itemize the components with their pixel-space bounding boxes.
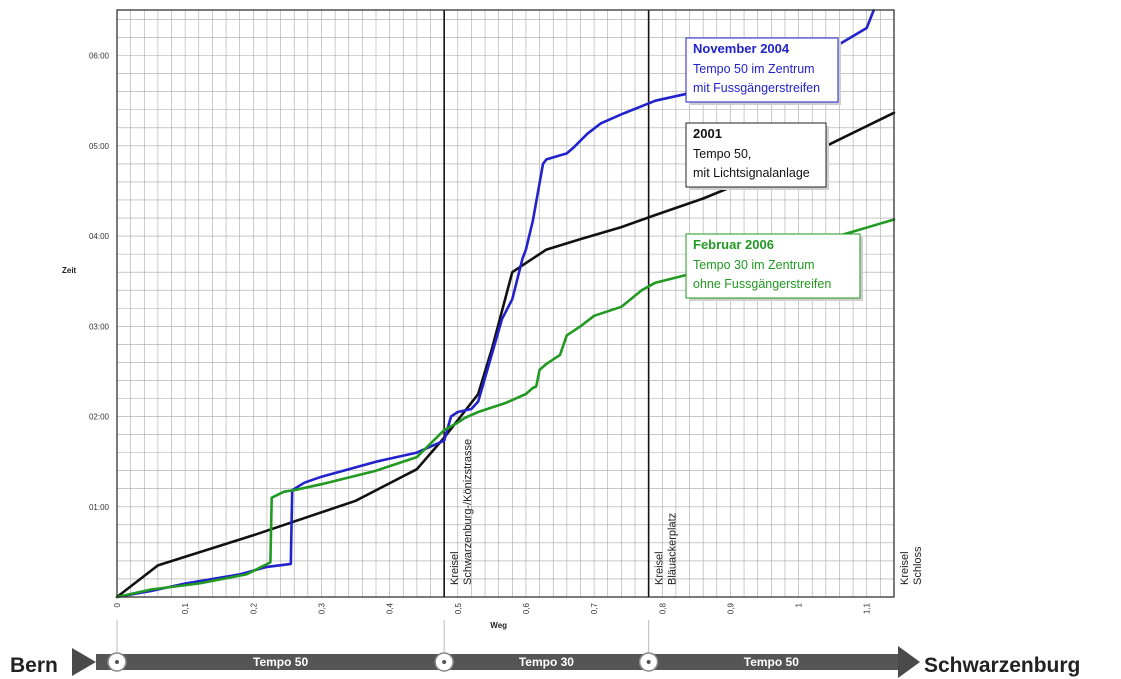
route-end-label: Schwarzenburg: [924, 654, 1080, 677]
route-start-label: Bern: [10, 654, 58, 677]
y-tick-label: 06:00: [89, 52, 110, 61]
y-axis-title: Zeit: [62, 266, 77, 275]
y-tick-label: 01:00: [89, 503, 110, 512]
x-tick: 0,2: [249, 602, 258, 614]
section-marker-label-line2: Schloss: [912, 546, 924, 585]
x-tick-label: 0,6: [522, 602, 531, 614]
x-tick: 0,5: [454, 602, 463, 614]
x-tick: 0,7: [590, 602, 599, 614]
section-marker-label: Kreisel Bläuackerplatz: [654, 513, 679, 585]
annotation-line: mit Lichtsignalanlage: [693, 166, 810, 180]
series-line-s2006: [115, 218, 896, 599]
series-lines: [115, 9, 896, 599]
route-end-arrow-icon: [898, 646, 920, 678]
section-marker-label-line1: Kreisel: [449, 551, 461, 585]
route-bar: Bern Schwarzenburg Tempo 50 Tempo 30 Tempo 5…: [10, 620, 1080, 678]
x-tick-label: 0,9: [726, 602, 735, 614]
x-tick: 0,8: [658, 602, 667, 614]
x-tick-label: 1,1: [863, 602, 872, 614]
route-bar-body: [96, 654, 898, 670]
x-tick-label: 0,7: [590, 602, 599, 614]
annotation-line: Tempo 50,: [693, 147, 751, 161]
route-stop-dot-icon: [115, 660, 119, 664]
section-marker-label-line1: Kreisel: [654, 551, 666, 585]
y-tick-label: 04:00: [89, 232, 110, 241]
annotation-box: [685, 122, 827, 188]
x-tick-label: 0: [113, 602, 122, 607]
series-line-s2001: [115, 111, 896, 599]
x-tick: 0,4: [386, 602, 395, 614]
x-tick-label: 0,2: [249, 602, 258, 614]
route-stop-dot-icon: [646, 660, 651, 664]
x-tick: 0,3: [317, 602, 326, 614]
section-marker-label: Kreisel Schloss: [899, 546, 924, 585]
route-start-arrow-icon: [72, 648, 96, 676]
route-segment-label: Tempo 50: [253, 655, 308, 669]
annotation-box: [685, 233, 861, 299]
section-marker-label-line2: Schwarzenburg-/Könizstrasse: [462, 439, 474, 585]
x-tick: 0,6: [522, 602, 531, 614]
route-stop-dot-icon: [442, 660, 447, 664]
section-markers: Kreisel Schwarzenburg-/Könizstrasse Kreise…: [443, 10, 924, 597]
x-tick: 0,1: [181, 602, 190, 614]
x-axis-title: Weg: [490, 621, 507, 630]
annotation-title: Februar 2006: [693, 237, 774, 252]
y-tick-label: 02:00: [89, 413, 110, 422]
annotation-line: ohne Fussgängerstreifen: [693, 277, 831, 291]
x-tick: 0: [113, 602, 122, 607]
y-tick-label: 05:00: [89, 142, 110, 151]
annotation-box: [685, 37, 839, 103]
annotation-line: mit Fussgängerstreifen: [693, 81, 820, 95]
x-tick-label: 1: [795, 602, 804, 607]
route-segment-label: Tempo 50: [744, 655, 799, 669]
plot-frame: [116, 9, 895, 598]
annotation-title: November 2004: [693, 41, 790, 56]
route-segment-label: Tempo 30: [519, 655, 574, 669]
axis-ticks: 01:00 02:00 03:00 04:00 05:00 06:00 0 0,1 0,2 0,3…: [89, 52, 872, 615]
x-tick-label: 0,5: [454, 602, 463, 614]
x-tick-label: 0,4: [386, 602, 395, 614]
series-line-s2004: [115, 9, 875, 599]
series-annotations: November 2004 Tempo 50 im Zentrum mit Fuss…: [685, 37, 863, 301]
x-tick-label: 0,3: [317, 602, 326, 614]
annotation-line: Tempo 50 im Zentrum: [693, 62, 815, 76]
x-tick-label: 0,1: [181, 602, 190, 614]
y-tick-label: 03:00: [89, 322, 110, 331]
x-tick-label: 0,8: [658, 602, 667, 614]
section-marker-label-line1: Kreisel: [899, 551, 911, 585]
section-marker-label-line2: Bläuackerplatz: [667, 513, 679, 585]
annotation-title: 2001: [693, 126, 722, 141]
x-tick: 1,1: [863, 602, 872, 614]
x-tick: 0,9: [726, 602, 735, 614]
x-tick: 1: [795, 602, 804, 607]
annotation-line: Tempo 30 im Zentrum: [693, 258, 815, 272]
section-marker-label: Kreisel Schwarzenburg-/Könizstrasse: [449, 439, 474, 585]
